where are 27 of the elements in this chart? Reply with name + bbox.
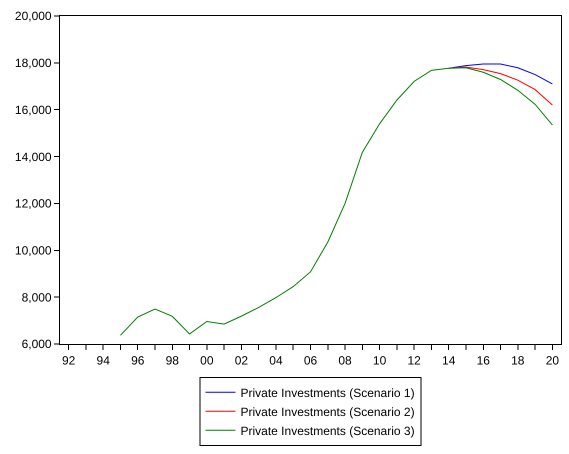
y-tick-label: 18,000 [14,56,52,70]
y-tick-label: 16,000 [14,102,52,117]
x-tick-label: 16 [476,353,490,368]
x-tick-label: 00 [200,353,214,368]
y-tick-label: 6,000 [22,337,52,352]
legend-label: Private Investments (Scenario 3) [240,424,415,438]
legend-label: Private Investments (Scenario 1) [240,386,415,400]
y-tick-label: 14,000 [14,150,52,164]
x-tick-label: 94 [96,353,110,368]
x-tick-label: 14 [442,353,456,368]
x-tick-label: 08 [338,353,352,368]
x-tick-label: 02 [234,353,248,368]
x-tick-label: 92 [62,353,76,368]
x-tick-label: 04 [269,353,283,368]
x-tick-label: 18 [511,353,525,368]
y-tick-label: 10,000 [14,243,52,258]
line-series [120,67,553,336]
y-tick-label: 20,000 [14,9,52,24]
y-tick-label: 8,000 [22,290,52,304]
x-tick-label: 12 [407,353,422,368]
x-tick-label: 06 [304,353,318,368]
x-tick-label: 96 [131,353,145,368]
x-tick-label: 98 [166,353,180,368]
x-tick-label: 10 [372,353,387,368]
x-tick-label: 20 [546,353,560,368]
y-tick-label: 12,000 [14,196,52,211]
legend-label: Private Investments (Scenario 2) [240,404,415,419]
